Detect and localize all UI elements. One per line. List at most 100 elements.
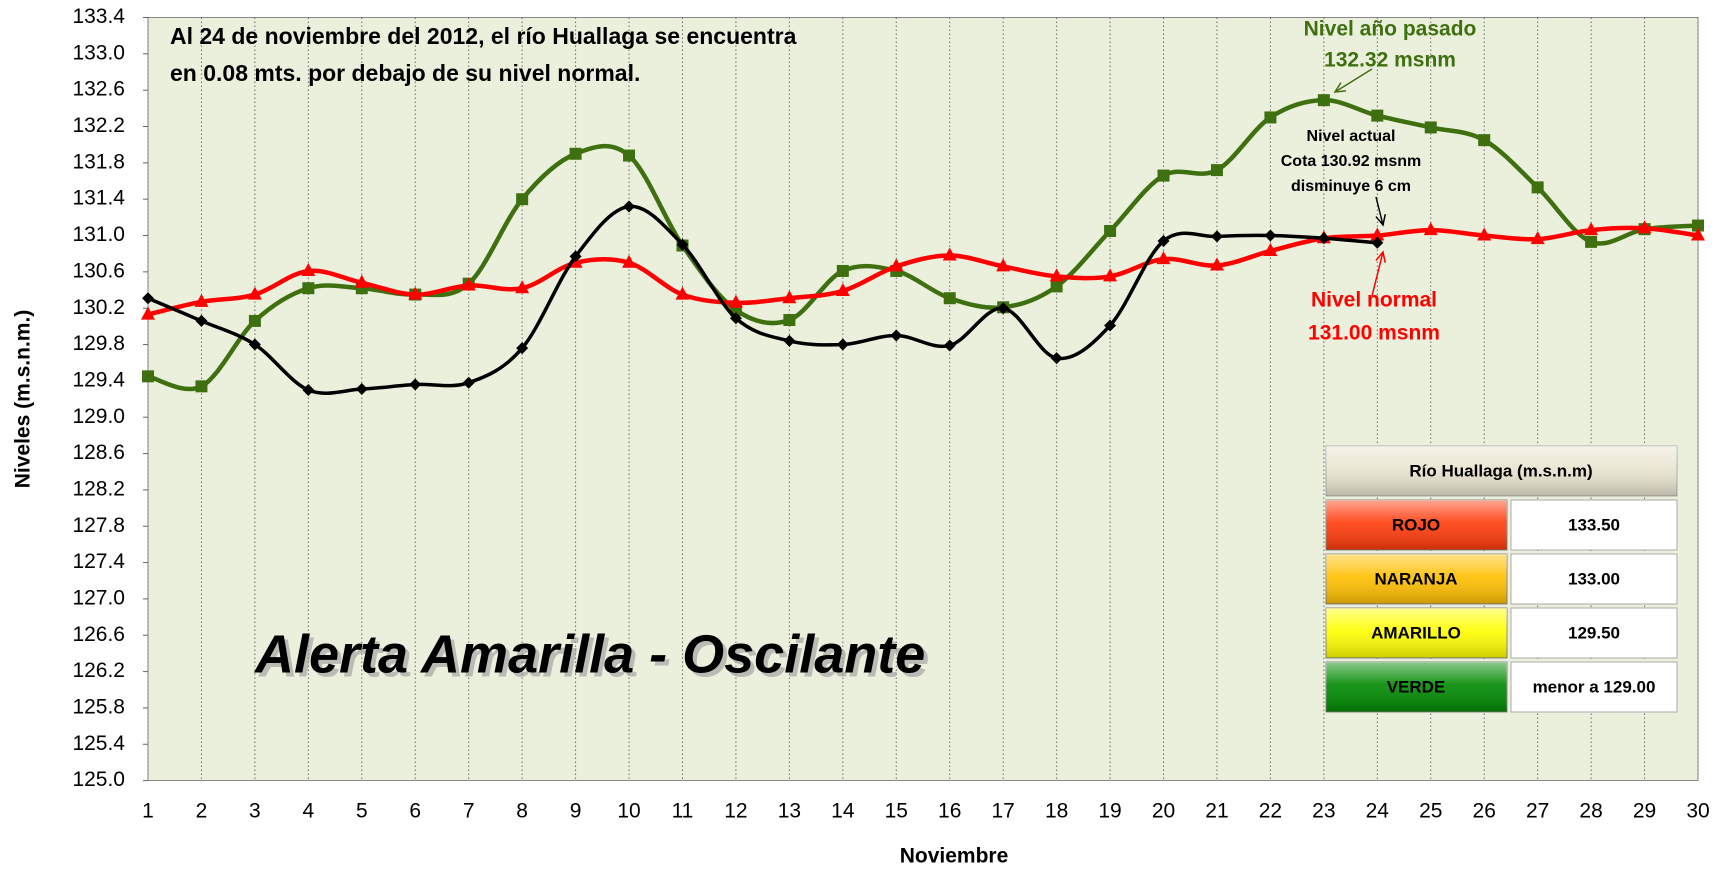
- x-tick-label: 2: [196, 800, 208, 823]
- x-tick-label: 29: [1633, 800, 1656, 823]
- x-tick-label: 22: [1259, 800, 1282, 823]
- gloss: [1326, 662, 1507, 712]
- annotation-arrow: [1371, 251, 1384, 297]
- marker: [1103, 268, 1118, 282]
- arrow-head: [1333, 82, 1347, 93]
- x-tick-label: 21: [1205, 800, 1228, 823]
- annotation: Nivel normal: [1311, 289, 1437, 312]
- annotation-arrow: [1334, 68, 1373, 93]
- level-name: ROJO: [1392, 515, 1440, 534]
- annotation: Nivel año pasado: [1304, 18, 1477, 41]
- y-tick-label: 128.2: [72, 477, 125, 500]
- y-tick-label: 126.2: [72, 659, 125, 682]
- y-tick-label: 132.2: [72, 114, 125, 137]
- y-tick-label: 131.0: [72, 223, 125, 246]
- x-tick-label: 11: [672, 800, 694, 823]
- x-tick-label: 28: [1579, 800, 1602, 823]
- gloss: [1326, 446, 1677, 496]
- level-name: NARANJA: [1374, 569, 1457, 588]
- marker: [890, 329, 903, 342]
- x-tick-label: 23: [1312, 800, 1335, 823]
- x-tick-label: 13: [778, 800, 801, 823]
- marker: [1530, 231, 1545, 245]
- marker: [783, 334, 796, 347]
- marker: [461, 277, 476, 291]
- marker: [142, 292, 154, 305]
- y-tick-label: 129.4: [72, 368, 125, 391]
- x-tick-label: 14: [831, 800, 855, 823]
- marker: [248, 338, 261, 351]
- marker: [943, 339, 956, 352]
- marker: [409, 378, 422, 391]
- x-tick-label: 7: [463, 800, 475, 823]
- marker: [782, 290, 797, 304]
- marker: [1424, 121, 1437, 134]
- annotation: Cota 130.92 msnm: [1281, 153, 1422, 170]
- x-tick-label: 30: [1686, 800, 1709, 823]
- y-tick-label: 129.8: [72, 332, 125, 355]
- marker: [1049, 268, 1064, 282]
- marker: [622, 254, 637, 268]
- marker: [1371, 109, 1384, 122]
- x-tick-label: 27: [1526, 800, 1549, 823]
- marker: [195, 314, 208, 327]
- y-tick-label: 133.4: [72, 5, 125, 28]
- y-tick-label: 125.4: [72, 732, 125, 755]
- marker: [302, 282, 315, 295]
- x-tick-label: 17: [991, 800, 1014, 823]
- x-tick-label: 19: [1098, 800, 1121, 823]
- marker: [355, 383, 368, 396]
- marker: [195, 380, 208, 393]
- marker: [1478, 134, 1491, 147]
- marker: [836, 338, 849, 351]
- annotation-arrow: [1375, 196, 1384, 226]
- level-name: VERDE: [1387, 677, 1446, 696]
- marker: [1584, 222, 1599, 236]
- marker: [728, 294, 743, 308]
- x-tick-label: 15: [885, 800, 908, 823]
- y-tick-label: 129.0: [72, 405, 125, 428]
- marker: [301, 262, 316, 276]
- x-tick-label: 26: [1473, 800, 1496, 823]
- marker: [248, 314, 261, 327]
- marker: [1156, 251, 1171, 265]
- annotation: Nivel actual: [1307, 128, 1396, 145]
- y-tick-label: 127.4: [72, 550, 125, 573]
- marker: [1210, 164, 1223, 177]
- x-tick-label: 18: [1045, 800, 1068, 823]
- annotation: 131.00 msnm: [1308, 322, 1440, 345]
- marker: [462, 376, 475, 389]
- y-tick-label: 130.6: [72, 259, 125, 282]
- y-tick-label: 125.8: [72, 695, 125, 718]
- x-tick-label: 8: [516, 800, 528, 823]
- y-tick-label: 132.6: [72, 78, 125, 101]
- level-value-cell: [1510, 661, 1678, 713]
- marker: [194, 293, 209, 307]
- level-value: 133.00: [1568, 569, 1620, 588]
- marker: [676, 238, 689, 251]
- marker: [1157, 234, 1170, 247]
- marker: [1531, 181, 1544, 194]
- marker: [1050, 280, 1063, 293]
- y-tick-label: 131.8: [72, 150, 125, 173]
- marker: [515, 280, 530, 294]
- marker: [569, 147, 582, 160]
- marker: [1691, 227, 1705, 241]
- marker: [1370, 227, 1385, 241]
- level-value-cell: [1510, 499, 1678, 551]
- marker: [408, 286, 423, 300]
- marker: [302, 383, 315, 396]
- y-tick-label: 128.6: [72, 441, 125, 464]
- alert-text: Alerta Amarilla - Oscilante: [253, 624, 925, 684]
- level-value: menor a 129.00: [1533, 677, 1656, 696]
- marker: [623, 149, 636, 162]
- x-tick-label: 25: [1419, 800, 1442, 823]
- x-tick-label: 9: [570, 800, 582, 823]
- marker: [141, 306, 155, 320]
- marker: [1209, 257, 1224, 271]
- marker: [836, 264, 849, 277]
- marker: [889, 258, 904, 272]
- x-tick-label: 20: [1152, 800, 1175, 823]
- x-tick-label: 16: [938, 800, 961, 823]
